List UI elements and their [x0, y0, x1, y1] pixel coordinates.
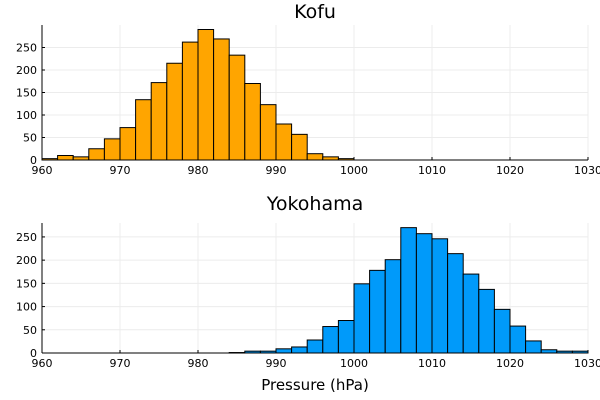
kofu-bar — [244, 83, 261, 161]
kofu-x-tick-label: 1030 — [574, 164, 600, 177]
yokohama-bar — [306, 339, 324, 354]
kofu-x-tick-label: 1020 — [496, 164, 524, 177]
kofu-x-tick-label: 1010 — [418, 164, 446, 177]
yokohama-title: Yokohama — [266, 193, 364, 215]
kofu-x-tick-label: 980 — [188, 164, 209, 177]
yokohama-x-tick-label: 1020 — [496, 357, 524, 370]
yokohama-bar — [384, 259, 402, 354]
kofu-x-tick-label: 1000 — [340, 164, 368, 177]
kofu-bar — [181, 41, 199, 161]
yokohama-x-tick-label: 960 — [32, 357, 53, 370]
yokohama-bar — [493, 308, 511, 354]
yokohama-x-tick-label: 970 — [110, 357, 131, 370]
kofu-bar — [135, 99, 152, 161]
kofu-bar — [228, 54, 246, 161]
kofu-histogram-panel: Kofu 960 970 980 990 1000 1010 1020 1030 0 50 100 1… — [16, 1, 600, 177]
kofu-y-tick-label: 200 — [16, 64, 37, 77]
yokohama-bar — [353, 283, 371, 354]
yokohama-bar — [369, 269, 386, 354]
kofu-bar — [57, 155, 74, 161]
yokohama-bar — [337, 320, 355, 354]
yokohama-bar — [415, 233, 433, 354]
kofu-y-tick-label: 100 — [16, 109, 37, 122]
kofu-bar — [119, 127, 137, 161]
yokohama-x-tick-label: 1030 — [574, 357, 600, 370]
kofu-bar — [291, 133, 308, 161]
kofu-bar — [259, 104, 277, 161]
yokohama-y-tick-label: 100 — [16, 301, 37, 314]
yokohama-bar — [400, 227, 417, 354]
kofu-bar — [213, 38, 230, 161]
yokohama-bar — [431, 238, 449, 354]
yokohama-bar — [447, 253, 464, 354]
kofu-x-tick-label: 960 — [32, 164, 53, 177]
kofu-y-tick-label: 150 — [16, 87, 37, 100]
kofu-y-tick-label: 0 — [30, 154, 37, 167]
kofu-bar — [197, 29, 215, 161]
yokohama-bar — [291, 346, 308, 354]
kofu-bar — [275, 123, 293, 161]
kofu-y-tick-label: 50 — [23, 132, 37, 145]
yokohama-x-tick-label: 1010 — [418, 357, 446, 370]
kofu-bar — [306, 153, 324, 161]
yokohama-x-tick-label: 1000 — [340, 357, 368, 370]
yokohama-histogram-panel: Yokohama Pressure (hPa) 960 970 980 990 1000… — [16, 193, 600, 394]
yokohama-bar — [462, 273, 480, 354]
yokohama-y-tick-label: 0 — [30, 347, 37, 360]
kofu-title: Kofu — [294, 1, 336, 23]
yokohama-bar — [525, 340, 542, 354]
kofu-x-tick-label: 990 — [266, 164, 287, 177]
kofu-bar — [88, 148, 105, 161]
kofu-x-tick-label: 970 — [110, 164, 131, 177]
kofu-y-tick-label: 250 — [16, 42, 37, 55]
yokohama-y-tick-label: 250 — [16, 231, 37, 244]
yokohama-x-tick-label: 990 — [266, 357, 287, 370]
yokohama-bar — [275, 348, 293, 354]
yokohama-y-tick-label: 200 — [16, 254, 37, 267]
kofu-bar — [103, 138, 121, 161]
kofu-bar — [166, 62, 183, 161]
yokohama-x-tick-label: 980 — [188, 357, 209, 370]
yokohama-bar — [478, 288, 495, 354]
kofu-bar — [150, 82, 168, 161]
yokohama-bar — [509, 325, 527, 354]
x-axis-label: Pressure (hPa) — [261, 376, 369, 394]
yokohama-y-tick-label: 150 — [16, 277, 37, 290]
yokohama-bar — [322, 326, 339, 354]
yokohama-y-tick-label: 50 — [23, 324, 37, 337]
